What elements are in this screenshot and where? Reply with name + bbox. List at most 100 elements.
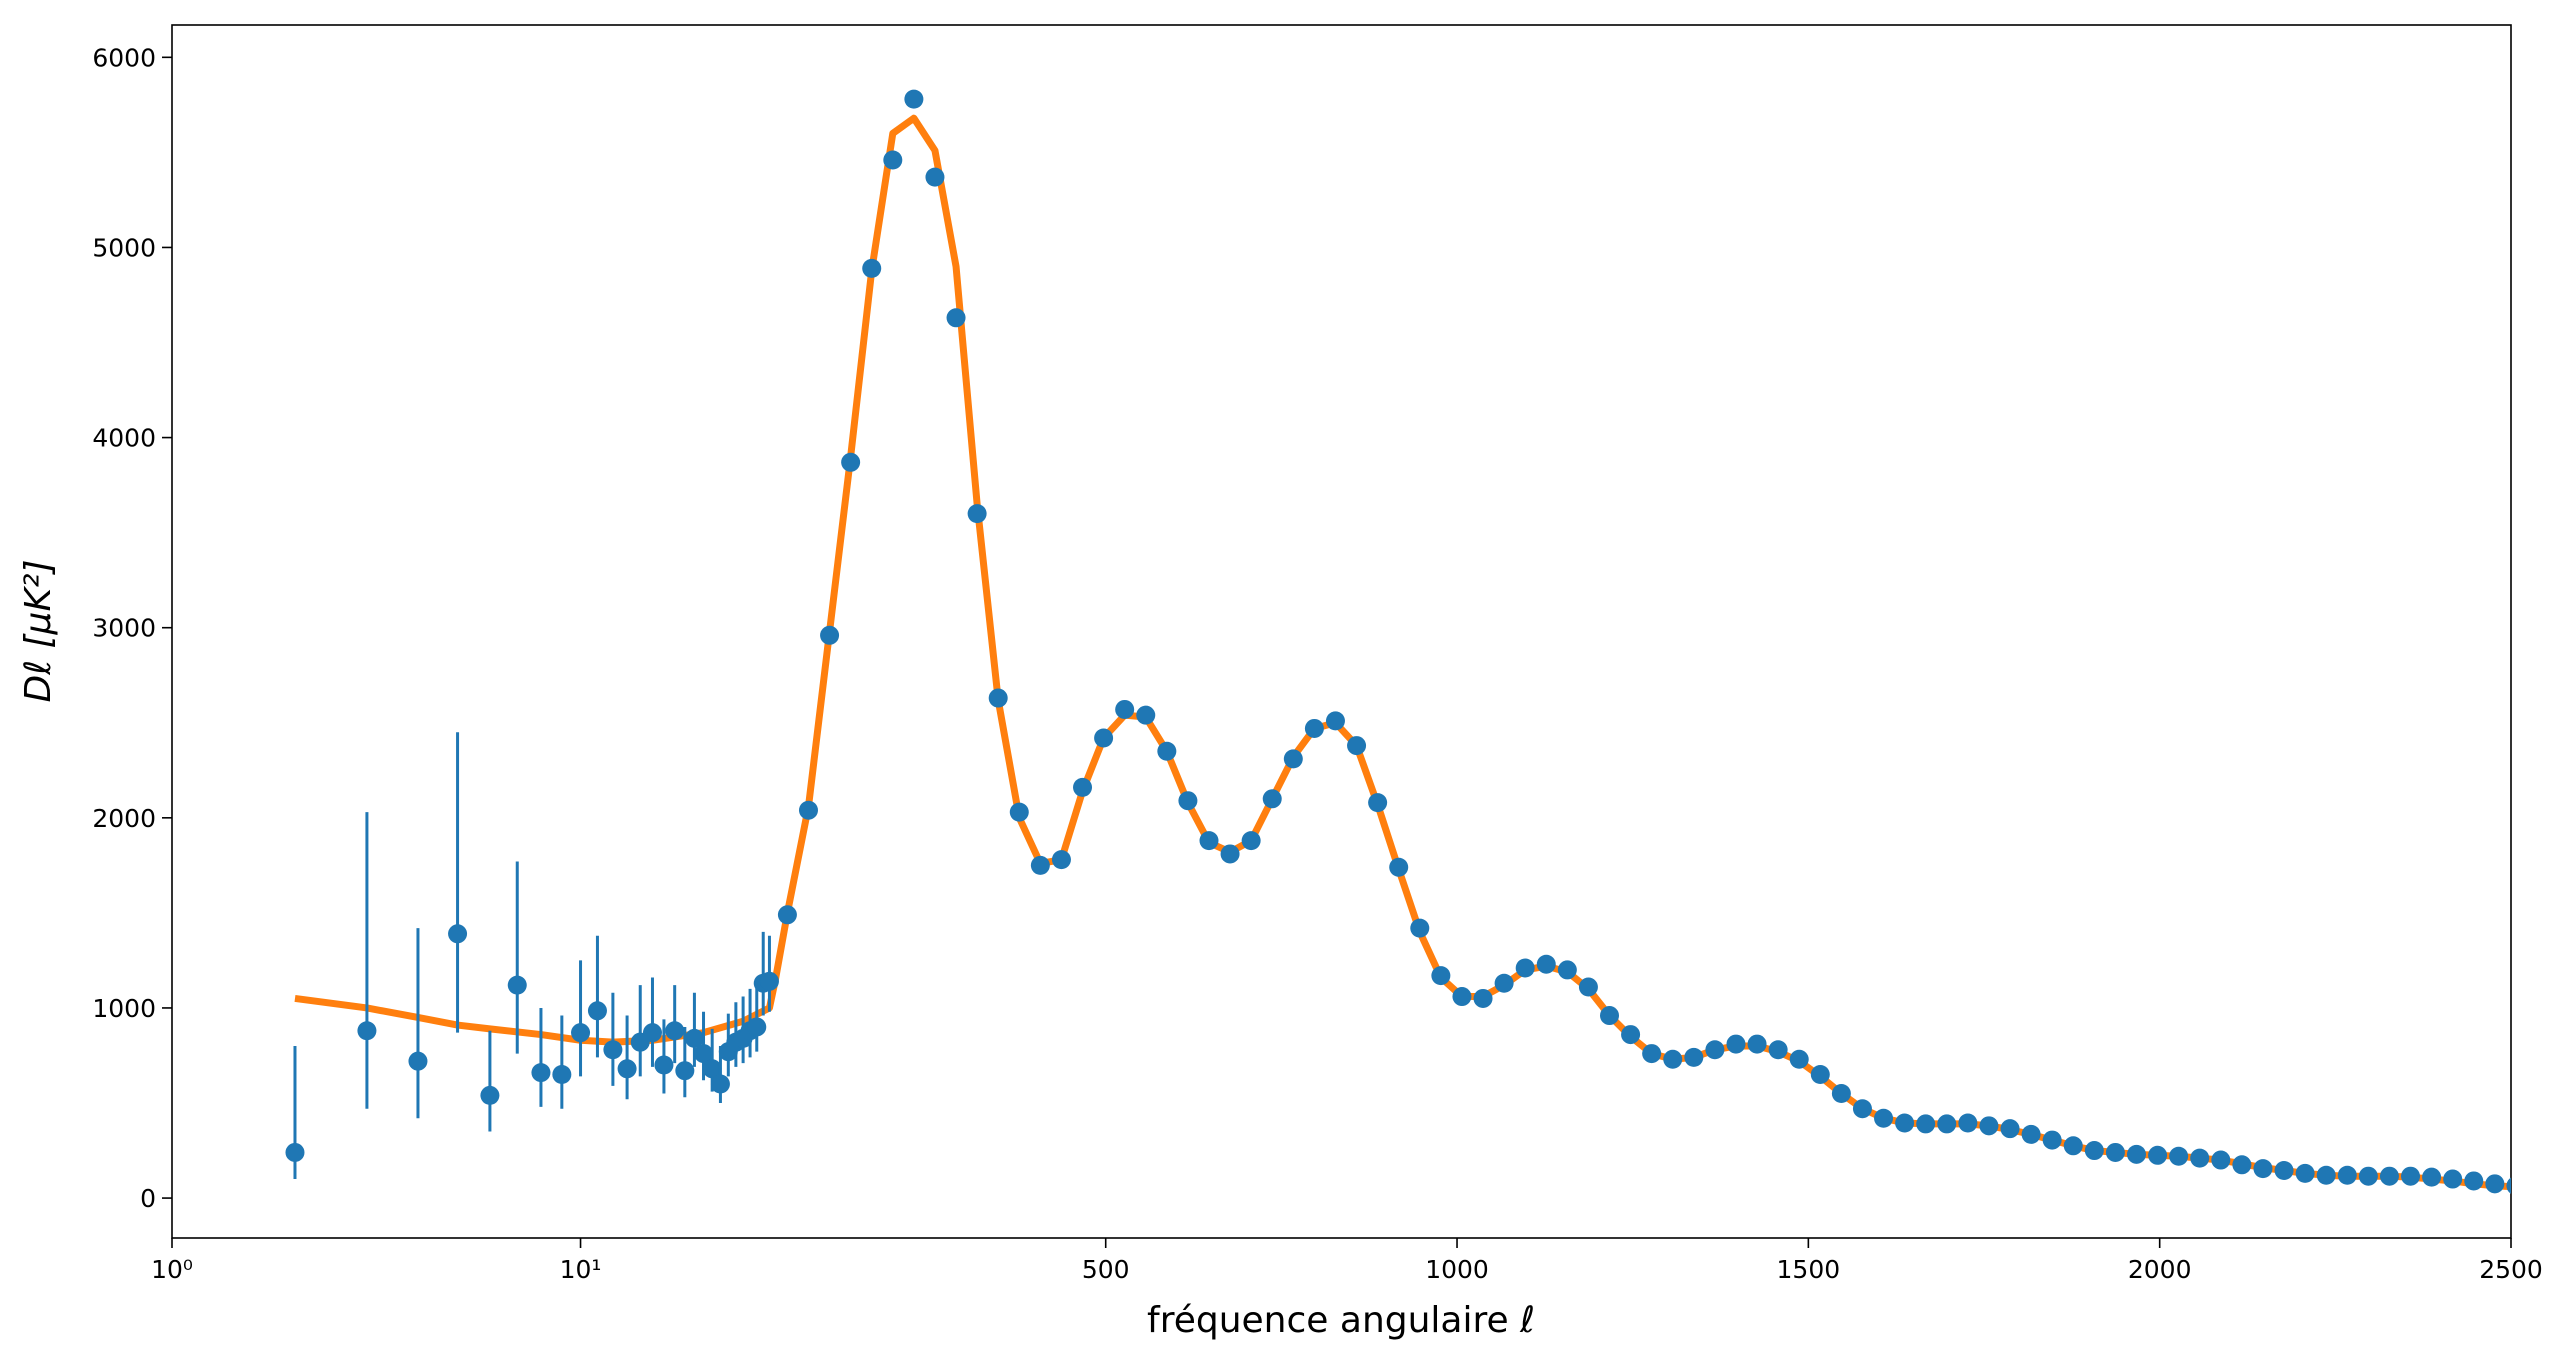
data-point xyxy=(1557,960,1577,980)
data-point xyxy=(2295,1163,2315,1183)
data-point xyxy=(603,1040,623,1060)
data-point xyxy=(1220,844,1240,864)
data-point xyxy=(759,971,779,991)
data-point xyxy=(2190,1148,2210,1168)
data-point xyxy=(1325,711,1345,731)
data-point xyxy=(2000,1119,2020,1139)
data-point xyxy=(988,688,1008,708)
data-point xyxy=(1157,741,1177,761)
data-point xyxy=(2169,1146,2189,1166)
data-point xyxy=(531,1063,551,1083)
data-point xyxy=(883,150,903,170)
data-point xyxy=(1473,988,1493,1008)
data-point xyxy=(1494,973,1514,993)
data-point xyxy=(710,1074,730,1094)
data-point xyxy=(1536,954,1556,974)
data-point xyxy=(654,1055,674,1075)
data-point xyxy=(357,1021,377,1041)
data-point xyxy=(1895,1113,1915,1133)
y-tick-label: 0 xyxy=(140,1184,156,1213)
y-tick-label: 5000 xyxy=(92,233,156,262)
data-point xyxy=(1684,1047,1704,1067)
x-tick-label: 2500 xyxy=(2479,1255,2543,1284)
data-point xyxy=(1136,705,1156,725)
data-point xyxy=(617,1059,637,1079)
data-point xyxy=(1768,1040,1788,1060)
data-point xyxy=(1621,1025,1641,1045)
data-point xyxy=(1726,1034,1746,1054)
data-point xyxy=(1115,699,1135,719)
data-point xyxy=(1347,736,1367,756)
data-point xyxy=(2253,1159,2273,1179)
data-point xyxy=(925,167,945,187)
data-point xyxy=(1199,831,1219,851)
data-point xyxy=(675,1061,695,1081)
data-point xyxy=(665,1021,685,1041)
plot-frame xyxy=(171,24,2512,1239)
data-point xyxy=(1073,777,1093,797)
data-point xyxy=(507,975,527,995)
data-point xyxy=(2084,1141,2104,1161)
data-point xyxy=(2148,1145,2168,1165)
data-point xyxy=(1600,1006,1620,1026)
data-point xyxy=(1916,1114,1936,1134)
data-point xyxy=(798,800,818,820)
data-point xyxy=(2211,1150,2231,1170)
y-tick-label: 6000 xyxy=(92,43,156,72)
data-point xyxy=(642,1023,662,1043)
data-point xyxy=(2042,1130,2062,1150)
data-point xyxy=(1979,1116,1999,1136)
data-point xyxy=(587,1001,607,1021)
data-point xyxy=(1051,850,1071,870)
data-point xyxy=(862,258,882,278)
data-point xyxy=(967,504,987,524)
data-point xyxy=(1874,1108,1894,1128)
data-point xyxy=(2464,1171,2484,1191)
data-point xyxy=(2232,1155,2252,1175)
data-point xyxy=(1663,1049,1683,1069)
data-point xyxy=(841,452,861,472)
data-point xyxy=(2379,1166,2399,1186)
data-point xyxy=(1705,1040,1725,1060)
data-point xyxy=(2021,1124,2041,1144)
data-point xyxy=(1262,789,1282,809)
data-point xyxy=(777,905,797,925)
x-tick-label: 10⁰ xyxy=(151,1255,193,1284)
data-point xyxy=(946,308,966,328)
data-point xyxy=(2063,1136,2083,1156)
data-point xyxy=(408,1051,428,1071)
data-point xyxy=(1789,1049,1809,1069)
y-tick-label: 3000 xyxy=(92,614,156,643)
data-point xyxy=(1389,857,1409,877)
data-point xyxy=(2126,1144,2146,1164)
data-point xyxy=(2401,1166,2421,1186)
x-tick-label: 10¹ xyxy=(560,1255,602,1284)
data-point xyxy=(694,1044,714,1064)
data-point xyxy=(571,1023,591,1043)
data-point xyxy=(1852,1099,1872,1119)
data-point xyxy=(2316,1165,2336,1185)
y-axis-label: Dℓ [μK²] xyxy=(18,559,59,702)
data-point xyxy=(285,1142,305,1162)
data-point xyxy=(2506,1177,2511,1194)
data-point xyxy=(1810,1064,1830,1084)
data-point xyxy=(2105,1142,2125,1162)
data-point xyxy=(820,625,840,645)
data-point xyxy=(1515,958,1535,978)
data-point xyxy=(2337,1165,2357,1185)
x-tick-label: 2000 xyxy=(2128,1255,2192,1284)
data-point xyxy=(552,1064,572,1084)
y-tick-label: 2000 xyxy=(92,804,156,833)
data-point xyxy=(2274,1161,2294,1181)
data-point xyxy=(1958,1113,1978,1133)
data-point xyxy=(480,1085,500,1105)
data-point xyxy=(1094,728,1114,748)
data-point xyxy=(1368,793,1388,813)
data-point xyxy=(1642,1044,1662,1064)
data-point xyxy=(1831,1084,1851,1104)
data-point xyxy=(1009,802,1029,822)
x-tick-label: 500 xyxy=(1082,1255,1130,1284)
data-point xyxy=(2422,1167,2442,1187)
data-point xyxy=(1578,977,1598,997)
